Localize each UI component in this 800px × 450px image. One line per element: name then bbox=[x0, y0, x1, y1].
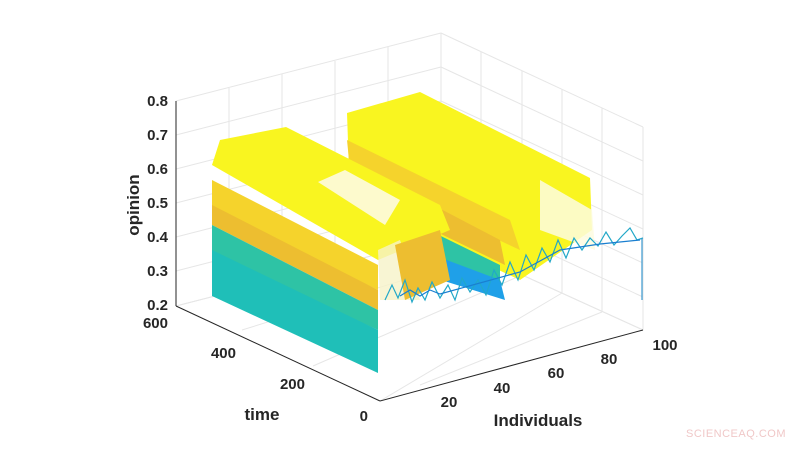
individuals-axis-ticks: 20 40 60 80 100 bbox=[441, 337, 678, 411]
svg-text:60: 60 bbox=[548, 365, 565, 382]
svg-text:200: 200 bbox=[280, 376, 305, 393]
svg-text:80: 80 bbox=[601, 351, 618, 368]
z-axis-ticks: 0.8 0.7 0.6 0.5 0.4 0.3 0.2 bbox=[147, 93, 169, 314]
svg-text:400: 400 bbox=[211, 345, 236, 362]
svg-text:40: 40 bbox=[494, 380, 511, 397]
svg-text:100: 100 bbox=[652, 337, 677, 354]
svg-text:0.7: 0.7 bbox=[147, 127, 168, 144]
svg-text:20: 20 bbox=[441, 394, 458, 411]
svg-text:0.4: 0.4 bbox=[147, 229, 169, 246]
svg-text:0: 0 bbox=[360, 408, 368, 425]
individuals-axis-label: Individuals bbox=[494, 411, 583, 430]
svg-text:0.8: 0.8 bbox=[147, 93, 168, 110]
initial-opinion-noise bbox=[384, 227, 644, 304]
z-axis-label: opinion bbox=[124, 174, 143, 235]
time-axis-ticks: 600 400 200 0 bbox=[143, 315, 368, 425]
watermark: SCIENCEAQ.COM bbox=[685, 428, 786, 440]
axes bbox=[175, 101, 644, 402]
svg-text:0.2: 0.2 bbox=[147, 297, 168, 314]
svg-text:0.3: 0.3 bbox=[147, 263, 168, 280]
svg-text:0.5: 0.5 bbox=[147, 195, 168, 212]
time-axis-label: time bbox=[245, 405, 280, 424]
svg-text:0.6: 0.6 bbox=[147, 161, 168, 178]
surface-left-slab bbox=[212, 127, 450, 373]
svg-text:600: 600 bbox=[143, 315, 168, 332]
